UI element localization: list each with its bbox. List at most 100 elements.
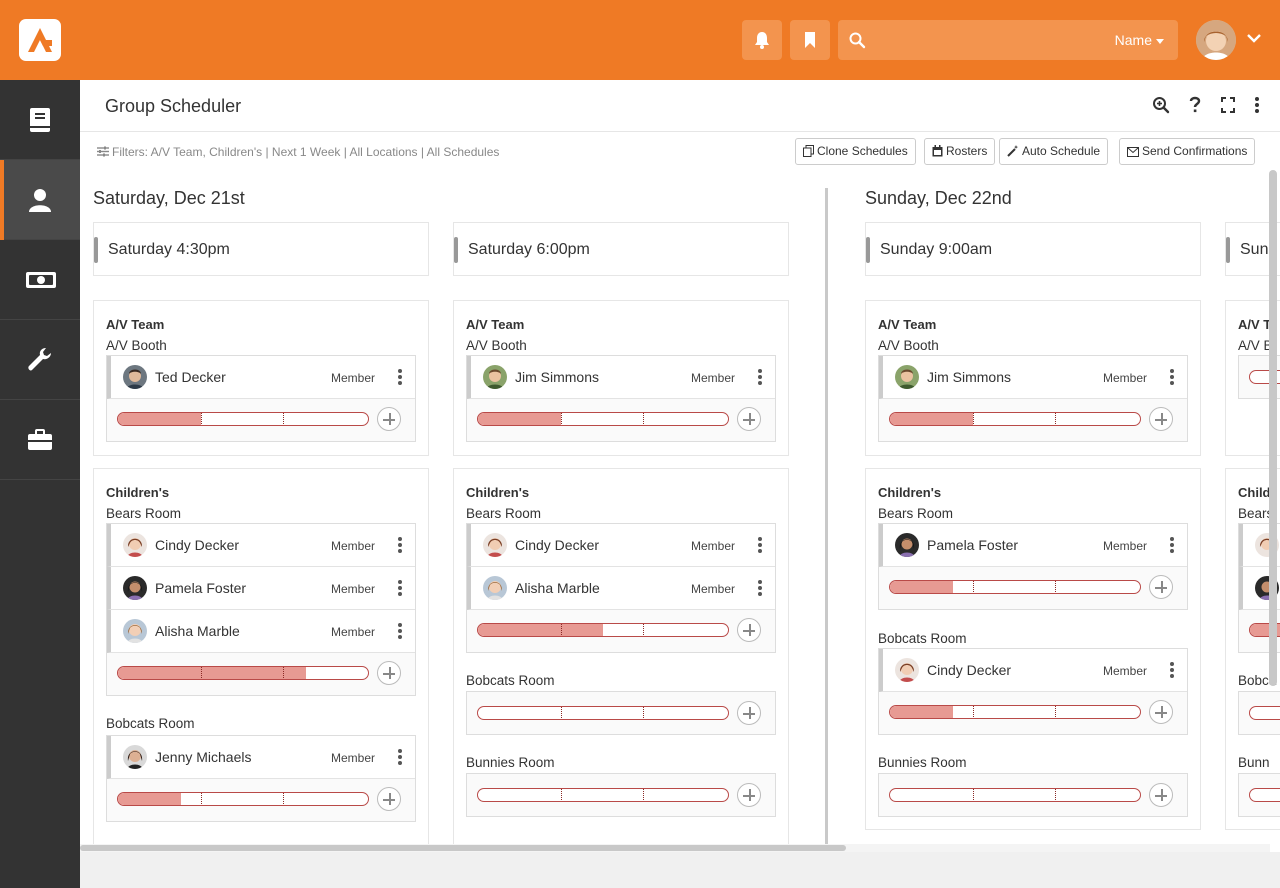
more-vertical-icon[interactable] xyxy=(1169,368,1175,386)
fullscreen-icon[interactable] xyxy=(1220,96,1236,114)
person-name: Jim Simmons xyxy=(927,369,1012,385)
clone-schedules-label: Clone Schedules xyxy=(817,144,908,158)
location-dropzone[interactable] xyxy=(1238,773,1280,817)
group-scheduler-panel: Group Scheduler Filters: xyxy=(80,80,1280,852)
location-dropzone[interactable] xyxy=(466,773,776,817)
more-vertical-icon[interactable] xyxy=(397,536,403,554)
location-dropzone[interactable] xyxy=(466,691,776,735)
more-vertical-icon[interactable] xyxy=(397,622,403,640)
location-dropzone[interactable] xyxy=(1238,691,1280,735)
sidebar-item-people[interactable] xyxy=(0,160,80,240)
schedule-name: Sund xyxy=(1240,241,1278,258)
person-name: Pamela Foster xyxy=(155,580,247,596)
envelope-icon xyxy=(1127,147,1139,157)
capacity-threshold-tick xyxy=(1055,581,1056,593)
capacity-threshold-tick xyxy=(1055,789,1056,801)
top-bar: Name xyxy=(0,0,1280,80)
location-name: A/V B xyxy=(1238,338,1273,353)
vertical-scrollbar[interactable] xyxy=(1269,170,1277,686)
capacity-bar xyxy=(117,412,369,426)
add-person-button[interactable] xyxy=(1149,575,1173,599)
scheduled-person[interactable]: Pamela Foster Member xyxy=(107,567,415,610)
caret-down-icon xyxy=(1156,38,1164,44)
location-dropzone[interactable]: Pamela Foster Member xyxy=(878,523,1188,610)
sidebar-item-cms[interactable] xyxy=(0,400,80,480)
location-dropzone[interactable]: Cindy Decker Member Pamela Foster Member… xyxy=(106,523,416,696)
scheduled-person[interactable]: Jenny Michaels Member xyxy=(107,736,415,779)
sidebar-item-admin-tools[interactable] xyxy=(0,320,80,400)
scheduled-person[interactable]: Alisha Marble Member xyxy=(467,567,775,610)
send-confirmations-button[interactable]: Send Confirmations xyxy=(1119,138,1256,165)
add-person-button[interactable] xyxy=(737,618,761,642)
filter-text: Filters: A/V Team, Children's | Next 1 W… xyxy=(112,145,500,159)
location-name: Bears Room xyxy=(106,506,182,521)
person-role: Member xyxy=(1103,371,1148,385)
scheduled-person[interactable]: Alisha Marble Member xyxy=(107,610,415,653)
location-dropzone[interactable]: Ted Decker Member xyxy=(106,355,416,442)
capacity-bar xyxy=(477,788,729,802)
more-vertical-icon[interactable] xyxy=(757,579,763,597)
user-avatar[interactable] xyxy=(1196,20,1236,60)
filter-bar: Filters: A/V Team, Children's | Next 1 W… xyxy=(80,132,1280,172)
more-vertical-icon[interactable] xyxy=(397,748,403,766)
scheduled-person[interactable]: Pamela Foster Member xyxy=(879,524,1187,567)
search-input[interactable] xyxy=(874,26,1094,54)
person-avatar xyxy=(895,533,919,557)
person-name: Jim Simmons xyxy=(515,369,600,385)
add-person-button[interactable] xyxy=(1149,407,1173,431)
auto-schedule-label: Auto Schedule xyxy=(1022,144,1101,158)
more-vertical-icon[interactable] xyxy=(1254,96,1260,114)
auto-schedule-button[interactable]: Auto Schedule xyxy=(999,138,1109,165)
sidebar-item-book[interactable] xyxy=(0,80,80,160)
add-person-button[interactable] xyxy=(377,661,401,685)
scheduled-person[interactable]: Cindy Decker Member xyxy=(467,524,775,567)
location-dropzone[interactable] xyxy=(878,773,1188,817)
rock-logo[interactable] xyxy=(19,19,61,61)
help-icon[interactable] xyxy=(1188,96,1202,114)
more-vertical-icon[interactable] xyxy=(1169,536,1175,554)
more-vertical-icon[interactable] xyxy=(397,579,403,597)
location-dropzone[interactable]: Cindy Decker Member Alisha Marble Member xyxy=(466,523,776,653)
horizontal-scrollbar[interactable] xyxy=(80,844,1270,852)
bookmarks-button[interactable] xyxy=(790,20,830,60)
location-dropzone[interactable]: Jim Simmons Member xyxy=(466,355,776,442)
person-avatar xyxy=(123,576,147,600)
more-vertical-icon[interactable] xyxy=(757,368,763,386)
add-person-button[interactable] xyxy=(1149,783,1173,807)
scheduled-person[interactable]: Jim Simmons Member xyxy=(467,356,775,399)
zoom-icon[interactable] xyxy=(1152,96,1170,114)
add-person-button[interactable] xyxy=(377,407,401,431)
capacity-bar xyxy=(889,788,1141,802)
person-name: Ted Decker xyxy=(155,369,226,385)
location-name: A/V Booth xyxy=(106,338,167,353)
scheduled-person[interactable]: Cindy Decker Member xyxy=(107,524,415,567)
add-person-button[interactable] xyxy=(377,787,401,811)
group-card: Children's Bears Room Cindy Decker Membe… xyxy=(453,468,789,852)
search-scope-dropdown[interactable]: Name xyxy=(1115,32,1164,48)
notifications-button[interactable] xyxy=(742,20,782,60)
chevron-down-icon[interactable] xyxy=(1246,32,1262,46)
clone-schedules-button[interactable]: Clone Schedules xyxy=(795,138,916,165)
location-dropzone[interactable]: Jenny Michaels Member xyxy=(106,735,416,822)
add-person-button[interactable] xyxy=(737,701,761,725)
person-avatar xyxy=(123,365,147,389)
add-person-button[interactable] xyxy=(737,407,761,431)
add-person-button[interactable] xyxy=(737,783,761,807)
more-vertical-icon[interactable] xyxy=(397,368,403,386)
rosters-button[interactable]: Rosters xyxy=(924,138,996,165)
person-name: Jenny Michaels xyxy=(155,749,252,765)
more-vertical-icon[interactable] xyxy=(1169,661,1175,679)
scheduled-person[interactable]: Jim Simmons Member xyxy=(879,356,1187,399)
scheduled-person[interactable]: Cindy Decker Member xyxy=(879,649,1187,692)
more-vertical-icon[interactable] xyxy=(757,536,763,554)
capacity-threshold-tick xyxy=(972,706,974,718)
location-dropzone[interactable]: Cindy Decker Member xyxy=(878,648,1188,735)
sidebar-item-finance[interactable] xyxy=(0,240,80,320)
scheduled-person[interactable]: Ted Decker Member xyxy=(107,356,415,399)
capacity-threshold-tick xyxy=(560,707,562,719)
scrollbar-thumb[interactable] xyxy=(80,845,846,851)
filter-summary[interactable]: Filters: A/V Team, Children's | Next 1 W… xyxy=(97,145,499,159)
group-name: A/V T xyxy=(1238,317,1272,332)
add-person-button[interactable] xyxy=(1149,700,1173,724)
location-dropzone[interactable]: Jim Simmons Member xyxy=(878,355,1188,442)
